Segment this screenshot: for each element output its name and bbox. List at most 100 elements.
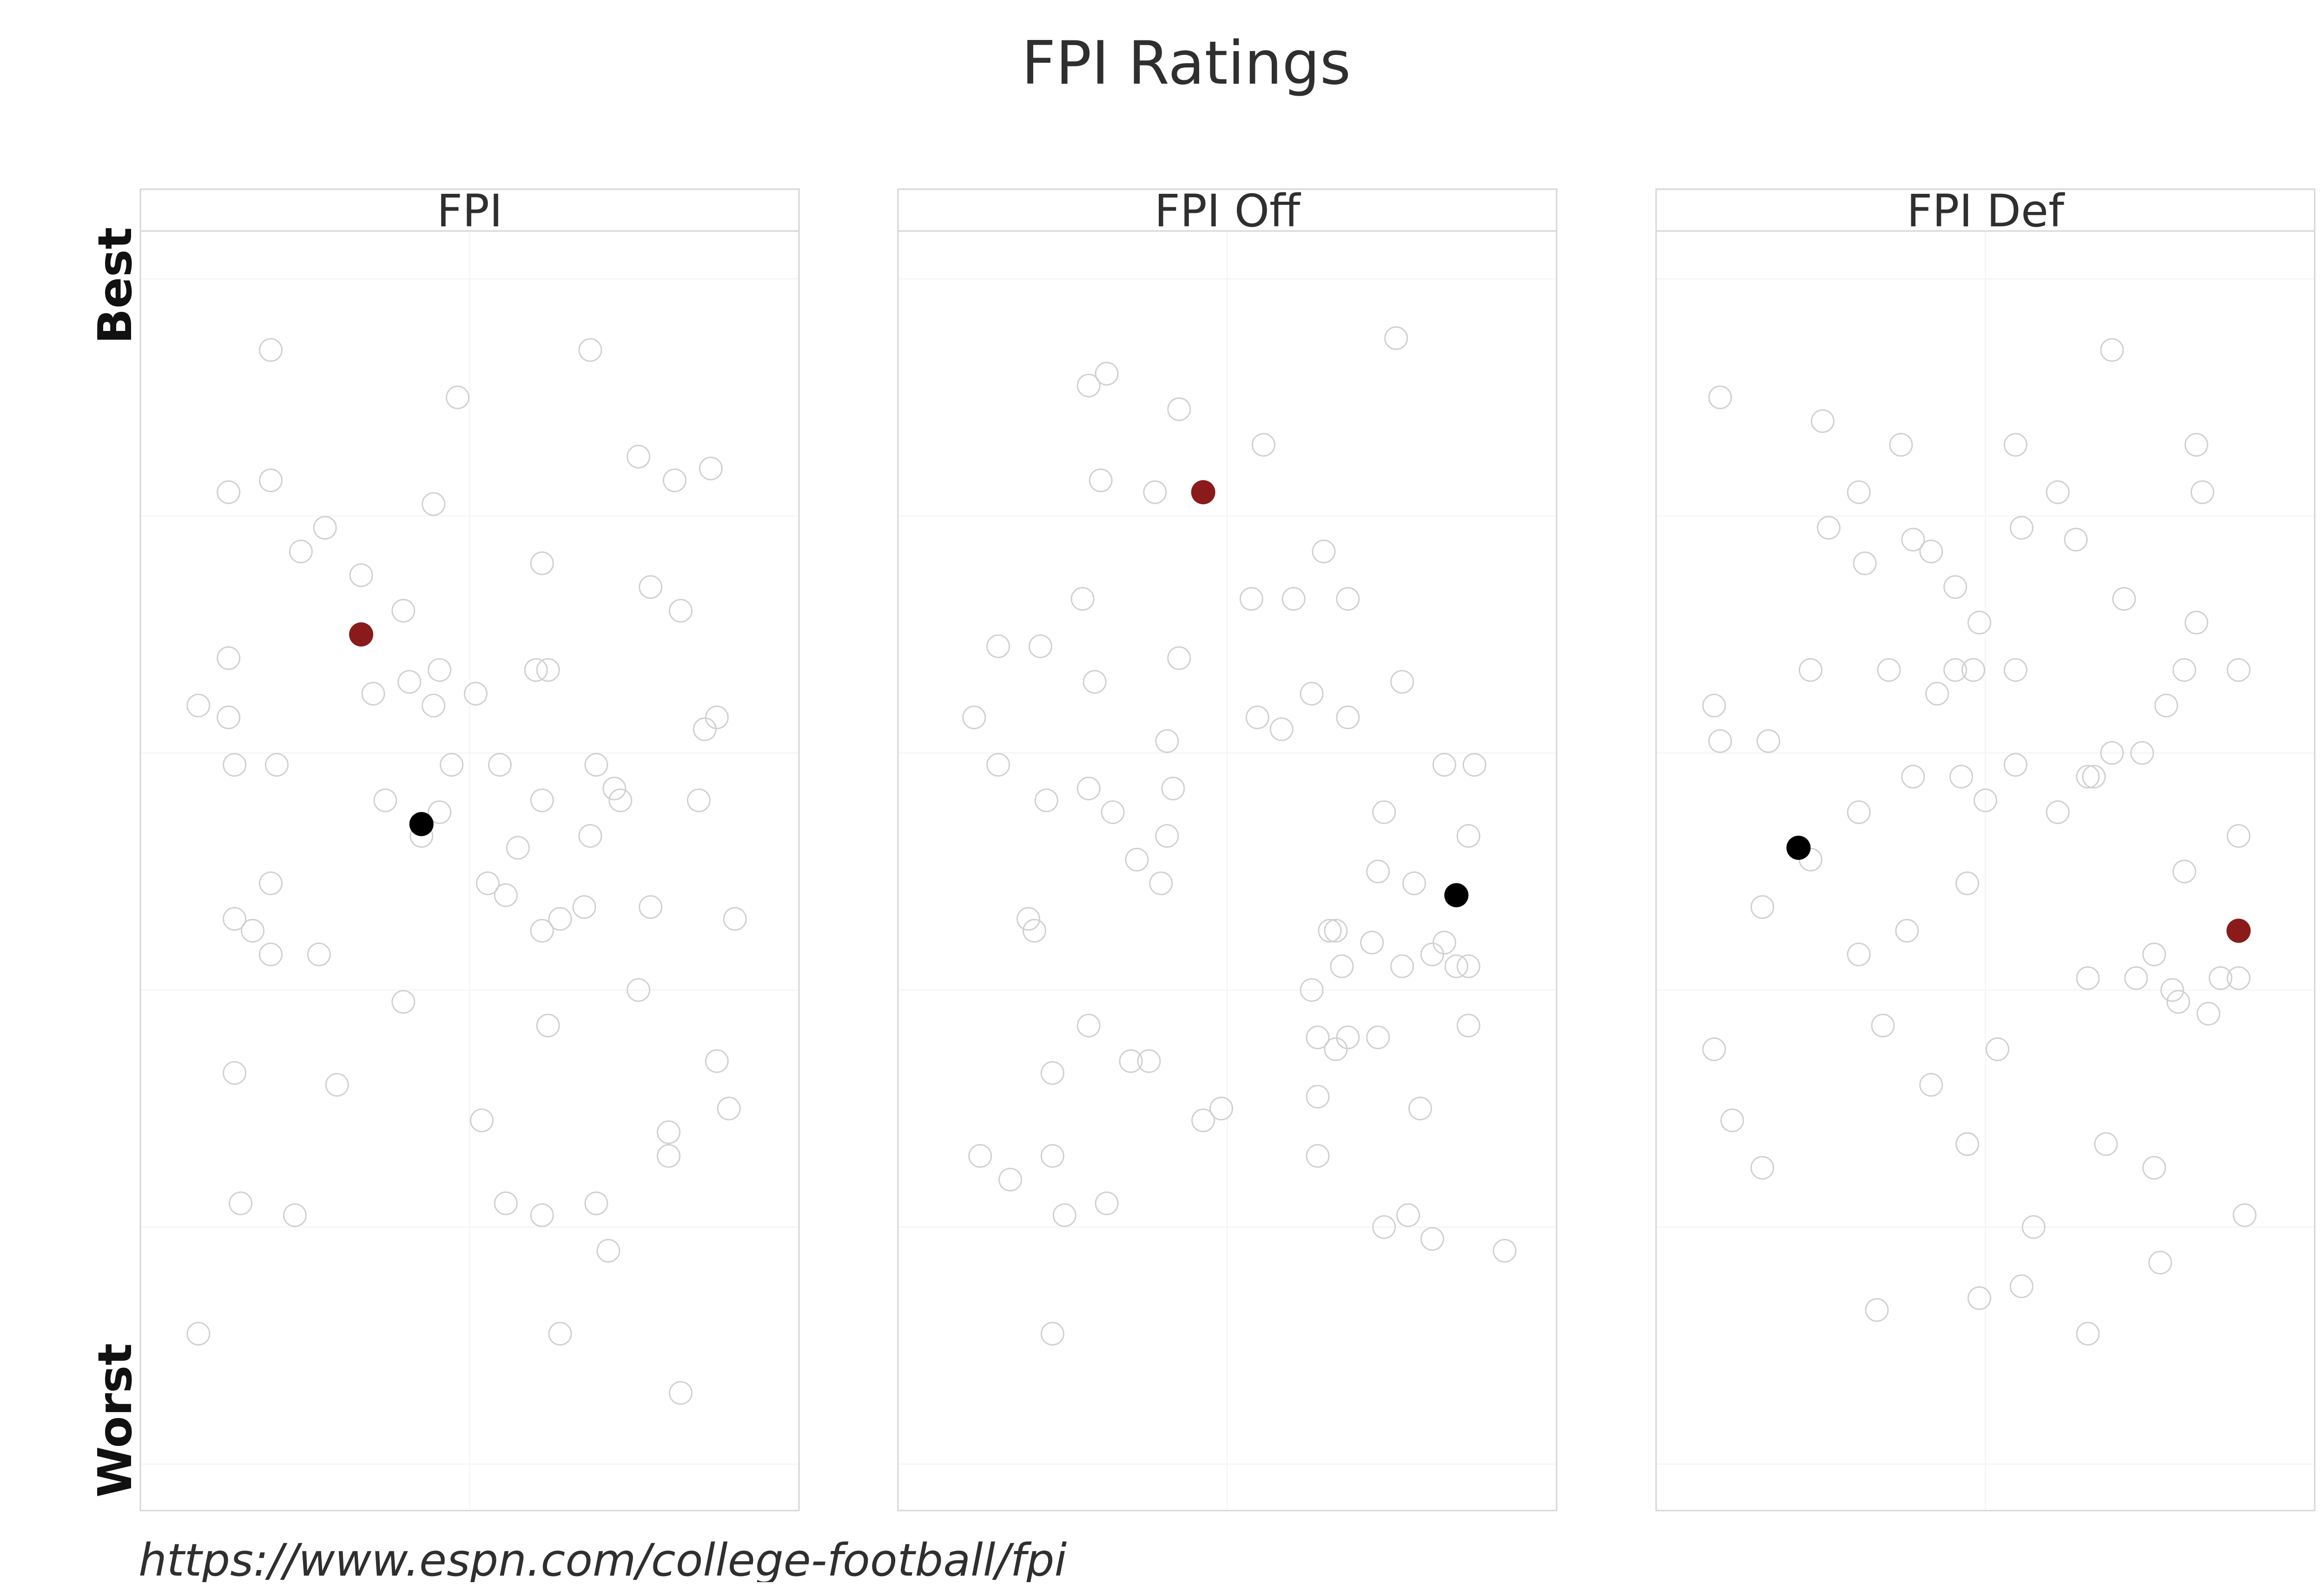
data-point <box>1336 1025 1360 1049</box>
data-point <box>1076 374 1101 397</box>
data-point <box>1143 480 1167 504</box>
data-point <box>2064 528 2088 552</box>
data-point <box>1167 397 1191 421</box>
data-point <box>1269 717 1294 741</box>
data-point <box>687 788 711 812</box>
data-point <box>530 788 554 812</box>
data-point <box>1366 1025 1390 1049</box>
data-point <box>536 658 560 682</box>
data-point <box>1955 871 1980 895</box>
data-point <box>2226 966 2251 990</box>
data-point <box>1070 587 1095 611</box>
data-point <box>1420 943 1444 966</box>
data-point <box>1432 931 1456 955</box>
data-point <box>639 575 663 599</box>
panel-fpi-off: FPI Off <box>897 185 1558 1511</box>
highlight-point-red <box>349 622 374 647</box>
data-point <box>1384 326 1408 350</box>
data-point <box>2232 1203 2257 1227</box>
data-point <box>578 338 602 362</box>
data-point <box>2003 658 2027 682</box>
data-point <box>1456 1014 1480 1037</box>
data-point <box>2021 1215 2046 1239</box>
data-point <box>307 943 331 966</box>
data-point <box>2112 587 2136 611</box>
data-point <box>258 871 283 895</box>
data-point <box>1083 670 1107 694</box>
data-point <box>2046 800 2070 824</box>
data-point <box>1095 362 1119 386</box>
data-point <box>391 990 416 1014</box>
data-point <box>1961 658 1986 682</box>
data-point <box>1871 1014 1895 1037</box>
data-point <box>289 540 313 563</box>
panel-fpi: FPI <box>139 185 800 1511</box>
data-point <box>283 1203 307 1227</box>
data-point <box>2184 611 2208 634</box>
data-point <box>668 1381 693 1405</box>
data-point <box>186 1322 211 1346</box>
data-point <box>1702 693 1726 718</box>
highlight-point-black <box>1786 836 1811 860</box>
data-point <box>1396 1203 1420 1227</box>
data-point <box>1052 1203 1076 1227</box>
data-point <box>1702 1037 1726 1061</box>
data-point <box>1967 1286 1992 1310</box>
panel-strip <box>1655 188 2316 232</box>
data-point <box>2076 1322 2100 1346</box>
data-point <box>2142 943 2166 966</box>
data-point <box>1125 848 1149 871</box>
data-point <box>1372 800 1396 824</box>
data-point <box>488 753 512 777</box>
data-point <box>1281 587 1306 611</box>
data-point <box>1974 788 1997 812</box>
data-point <box>2166 990 2191 1014</box>
panels: FPI FPI Off FPI Def <box>139 185 2316 1511</box>
data-point <box>1889 433 1913 457</box>
data-point <box>2208 966 2232 990</box>
data-point <box>578 824 602 848</box>
data-point <box>2226 824 2251 848</box>
data-point <box>2076 765 2100 789</box>
data-point <box>1877 658 1901 682</box>
data-point <box>639 895 663 919</box>
data-point <box>1895 919 1919 943</box>
data-point <box>422 693 446 718</box>
data-point <box>2124 966 2148 990</box>
data-point <box>524 658 548 682</box>
data-point <box>668 599 693 623</box>
data-point <box>1191 1109 1215 1132</box>
data-point <box>962 706 986 729</box>
data-point <box>475 871 500 895</box>
data-point <box>1444 954 1468 978</box>
data-point <box>349 563 373 587</box>
chart-title: FPI Ratings <box>1022 29 1351 98</box>
data-point <box>2172 658 2197 682</box>
data-point <box>1847 480 1871 504</box>
data-point <box>1408 1096 1433 1121</box>
data-point <box>705 706 729 729</box>
data-point <box>1076 1014 1101 1037</box>
data-point <box>1076 777 1101 800</box>
data-point <box>241 919 265 943</box>
data-point <box>2003 753 2027 777</box>
data-point <box>258 943 283 966</box>
data-point <box>2160 978 2185 1002</box>
source-url[interactable]: https://www.espn.com/college-football/fp… <box>139 1534 1067 1584</box>
data-point <box>1492 1239 1517 1263</box>
data-point <box>1901 528 1925 552</box>
data-point <box>1040 1144 1064 1168</box>
data-point <box>223 753 247 777</box>
data-point <box>1372 1215 1396 1239</box>
data-point <box>1708 729 1732 753</box>
data-point <box>1925 682 1949 706</box>
highlight-point-black <box>409 812 434 836</box>
data-point <box>1101 800 1125 824</box>
panel-label: FPI Def <box>1907 185 2065 237</box>
data-point <box>662 469 687 492</box>
data-point <box>494 883 518 907</box>
data-point <box>1095 1191 1119 1215</box>
data-point <box>2172 859 2197 884</box>
